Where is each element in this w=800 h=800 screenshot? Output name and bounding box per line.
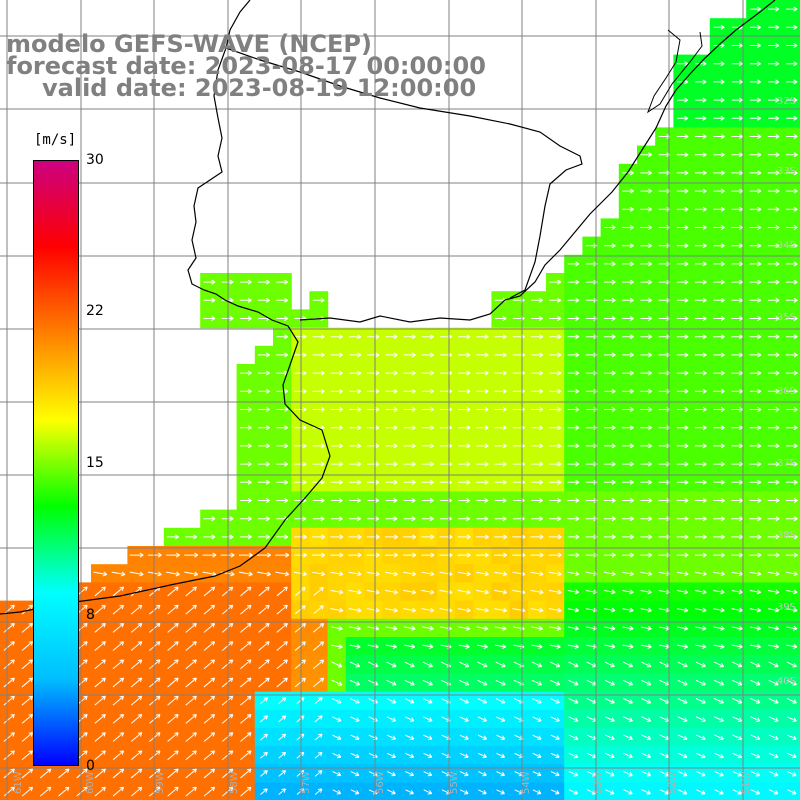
lat-label-39s: 39S [777,602,796,613]
lon-label-61w: 61W [13,771,24,794]
lon-label-56w: 56W [375,771,386,794]
lon-label-52w: 52W [667,771,678,794]
lat-label-36s: 36S [777,386,796,397]
lon-label-57w: 57W [301,771,312,794]
colorbar-tick-8: 8 [86,607,95,623]
lon-label-51w: 51W [741,771,752,794]
lat-label-32s: 32S [777,96,796,107]
lat-label-35s: 35S [777,312,796,323]
lat-label-33s: 33S [777,166,796,177]
lon-label-55w: 55W [449,771,460,794]
lon-label-59w: 59W [155,771,166,794]
lon-label-58w: 58W [229,771,240,794]
lon-label-60w: 60W [85,771,96,794]
lon-label-54w: 54W [521,771,532,794]
colorbar [33,160,79,766]
colorbar-tick-22: 22 [86,303,104,319]
colorbar-tick-15: 15 [86,455,104,471]
lat-label-34s: 34S [777,240,796,251]
title-valid-date: valid date: 2023-08-19 12:00:00 [42,76,476,100]
colorbar-tick-30: 30 [86,152,104,168]
lat-label-37s: 37S [777,458,796,469]
lat-label-40s: 40S [777,676,796,687]
lat-label-38s: 38S [777,530,796,541]
colorbar-unit: [m/s] [34,132,76,148]
lon-label-53w: 53W [593,771,604,794]
